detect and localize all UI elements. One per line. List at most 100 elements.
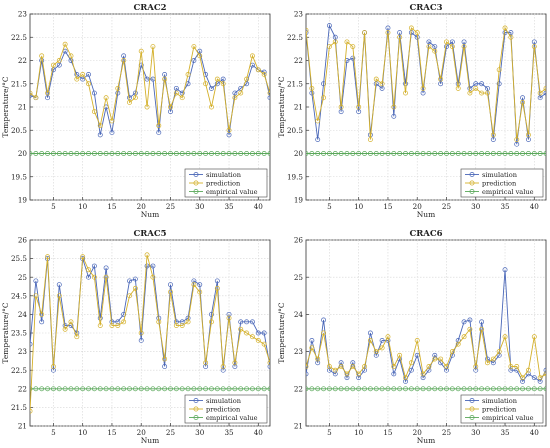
data-point: [338, 386, 344, 392]
data-point: [332, 39, 338, 45]
data-point: [449, 39, 455, 45]
y-tick-label: 19: [18, 196, 28, 205]
data-point: [496, 386, 502, 392]
data-point: [168, 289, 173, 295]
data-point: [326, 23, 332, 29]
data-point: [362, 367, 367, 373]
data-point: [97, 151, 103, 156]
data-point: [50, 367, 56, 373]
data-point: [508, 151, 514, 156]
data-point: [80, 386, 86, 392]
data-point: [350, 360, 356, 366]
data-point: [267, 364, 270, 369]
legend-label: simulation: [482, 171, 518, 179]
data-point: [525, 137, 531, 142]
data-point: [432, 352, 438, 358]
data-point: [344, 151, 350, 156]
x-tick-label: 10: [354, 428, 364, 437]
data-point: [332, 386, 338, 392]
data-point: [403, 151, 408, 156]
data-point: [420, 371, 426, 377]
legend-swatch-marker: [469, 172, 475, 177]
data-point: [397, 386, 403, 392]
series-prediction: [306, 326, 546, 381]
data-point: [255, 337, 261, 343]
data-point: [127, 278, 132, 284]
x-axis-label: Num: [141, 210, 160, 219]
data-point: [203, 360, 209, 366]
x-tick-label: 20: [413, 202, 423, 211]
data-point: [249, 319, 255, 325]
data-point: [255, 330, 261, 336]
data-point: [379, 85, 385, 91]
x-tick-label: 25: [166, 428, 176, 437]
data-point: [162, 386, 168, 392]
data-point: [473, 85, 479, 91]
x-tick-label: 10: [78, 428, 88, 437]
data-point: [39, 311, 45, 317]
data-point: [444, 364, 449, 369]
data-point: [103, 265, 109, 271]
y-tick-label: 23: [18, 347, 28, 356]
data-point: [496, 349, 502, 355]
data-point: [531, 334, 537, 340]
data-point: [508, 30, 514, 36]
data-point: [226, 151, 232, 156]
data-point: [309, 151, 315, 156]
y-tick-label: 21.5: [11, 403, 27, 412]
data-point: [309, 386, 315, 392]
data-point: [408, 25, 414, 31]
x-tick-label: 20: [137, 428, 147, 437]
data-point: [138, 151, 144, 156]
data-point: [127, 99, 132, 105]
data-point: [356, 104, 362, 110]
data-point: [74, 76, 80, 82]
data-point: [496, 81, 502, 87]
y-tick-label: 22: [294, 384, 303, 393]
y-tick-label: 24: [18, 310, 28, 319]
data-point: [267, 95, 270, 101]
data-point: [485, 360, 490, 366]
data-point: [438, 76, 444, 82]
data-point: [426, 39, 432, 45]
x-tick-label: 35: [500, 202, 510, 211]
data-point: [56, 293, 62, 299]
data-point: [238, 90, 244, 96]
data-point: [397, 30, 403, 36]
data-point: [173, 386, 179, 392]
data-point: [473, 81, 479, 87]
data-point: [473, 364, 479, 369]
x-tick-label: 15: [107, 428, 117, 437]
data-point: [191, 282, 197, 288]
y-tick-label: 21.5: [11, 79, 27, 88]
data-point: [86, 81, 91, 87]
data-point: [185, 386, 191, 392]
x-tick-label: 10: [78, 202, 88, 211]
data-point: [91, 90, 97, 96]
data-point: [332, 367, 338, 373]
x-tick-label: 30: [471, 202, 481, 211]
data-point: [39, 151, 45, 156]
data-point: [391, 151, 397, 156]
data-point: [543, 367, 546, 373]
chart-panel-2: 19 19.5 20 20.5 21 21.5 22 22.5 23 5 10 15 20 25 30 35 4…: [277, 3, 547, 219]
data-point: [332, 371, 338, 377]
data-point: [397, 352, 403, 358]
data-point: [103, 95, 109, 101]
data-point: [367, 151, 373, 156]
data-point: [321, 81, 327, 87]
y-tick-label: 19: [294, 196, 304, 205]
data-point: [426, 364, 432, 369]
y-tick-label: 23.5: [11, 329, 27, 338]
data-point: [379, 81, 385, 87]
data-point: [168, 109, 173, 115]
x-tick-label: 15: [383, 202, 393, 211]
data-point: [185, 319, 191, 325]
data-point: [414, 352, 420, 358]
data-point: [115, 151, 121, 156]
data-point: [62, 151, 68, 156]
data-point: [50, 364, 56, 369]
data-point: [86, 151, 91, 156]
y-axis-label: Temperature/°C: [1, 76, 10, 137]
data-point: [232, 90, 238, 96]
